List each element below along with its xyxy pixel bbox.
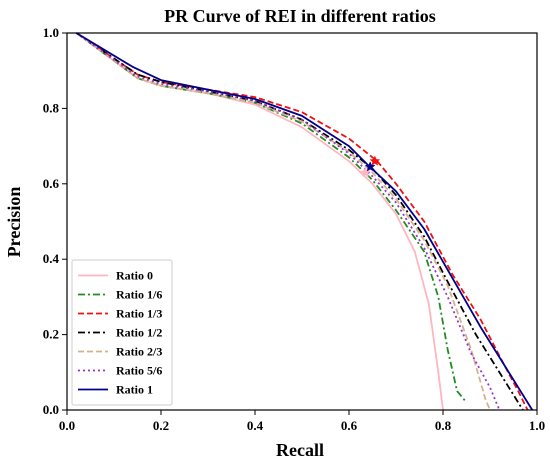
legend-box xyxy=(71,259,173,406)
y-tick-label: 0.4 xyxy=(43,251,60,266)
y-tick-label: 0.2 xyxy=(43,327,59,342)
series-line-3 xyxy=(75,32,524,411)
star-marker-1 xyxy=(360,166,371,178)
x-tick-label: 0.2 xyxy=(153,418,169,433)
x-axis-label: Recall xyxy=(276,440,324,460)
x-tick-label: 0.4 xyxy=(247,418,264,433)
tick-layer: 0.0 0.2 0.4 0.6 0.8 1.0 0.0 0.2 0.4 0.6 0.8 1.0 xyxy=(43,25,545,433)
y-axis-label: Precision xyxy=(4,187,24,258)
y-tick-label: 0.0 xyxy=(43,402,59,417)
y-tick-label: 0.8 xyxy=(43,100,60,115)
x-tick-label: 0.0 xyxy=(59,418,75,433)
x-tick-label: 1.0 xyxy=(529,418,545,433)
plot-frame xyxy=(66,32,538,411)
y-tick-label: 1.0 xyxy=(43,25,59,40)
chart-title: PR Curve of REI in different ratios xyxy=(164,6,436,26)
legend-label-6: Ratio 1 xyxy=(116,383,153,397)
x-tick-label: 0.8 xyxy=(435,418,452,433)
legend: Ratio 0 Ratio 1/6 Ratio 1/3 Ratio 1/2 Ratio … xyxy=(71,259,173,406)
legend-label-1: Ratio 1/6 xyxy=(116,288,162,302)
y-tick-label: 0.6 xyxy=(43,176,60,191)
legend-label-5: Ratio 5/6 xyxy=(116,364,162,378)
star-marker-0 xyxy=(369,155,381,166)
x-tick-label: 0.6 xyxy=(341,418,358,433)
marker-layer xyxy=(360,155,381,178)
star-marker-2 xyxy=(364,161,376,172)
series-line-4 xyxy=(75,32,491,411)
legend-label-3: Ratio 1/2 xyxy=(116,326,162,340)
legend-label-2: Ratio 1/3 xyxy=(116,307,162,321)
series-line-5 xyxy=(75,32,501,411)
legend-label-0: Ratio 0 xyxy=(116,269,153,283)
legend-label-4: Ratio 2/3 xyxy=(116,345,162,359)
